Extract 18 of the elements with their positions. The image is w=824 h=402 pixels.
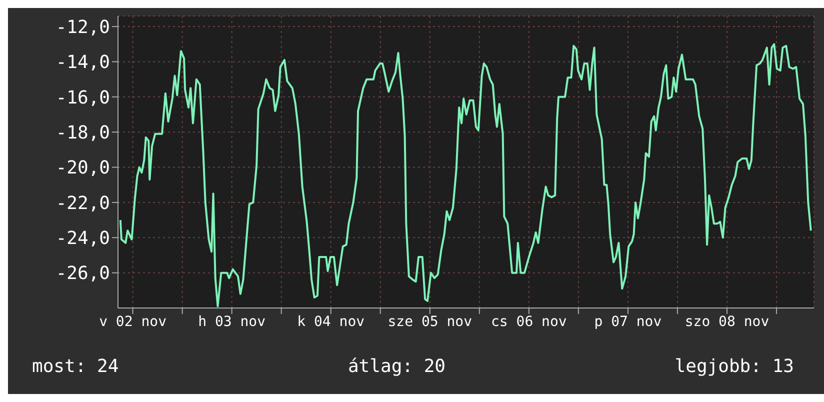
text: legjobb: 13 bbox=[674, 356, 794, 377]
y-tick-label: -26,0 bbox=[56, 263, 110, 284]
text: most: 24 bbox=[32, 356, 119, 377]
x-tick-label: p 07 nov bbox=[594, 314, 662, 330]
x-tick-label: k 04 nov bbox=[297, 314, 365, 330]
y-tick-label: -14,0 bbox=[56, 52, 110, 74]
y-tick-label: -12,0 bbox=[56, 16, 110, 38]
text: átlag: 20 bbox=[348, 356, 446, 377]
y-tick-label: -24,0 bbox=[56, 228, 110, 250]
x-tick-label: cs 06 nov bbox=[491, 314, 567, 330]
x-tick-label: h 03 nov bbox=[198, 314, 266, 330]
x-tick-label: szo 08 nov bbox=[684, 314, 770, 330]
y-tick-label: -20,0 bbox=[56, 158, 110, 179]
y-tick-label: -18,0 bbox=[56, 122, 110, 144]
y-tick-label: -16,0 bbox=[56, 87, 110, 108]
x-tick-label: v 02 nov bbox=[99, 314, 167, 330]
y-tick-label: -22,0 bbox=[56, 192, 110, 214]
x-tick-label: sze 05 nov bbox=[388, 314, 472, 330]
